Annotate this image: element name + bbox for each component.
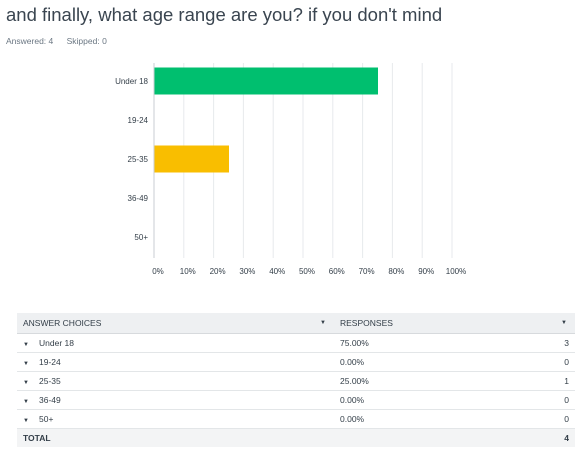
bar-25-35[interactable] (154, 145, 230, 173)
expand-caret-icon[interactable]: ▼ (23, 361, 29, 367)
sort-caret-icon: ▼ (561, 320, 567, 326)
x-tick-label: 90% (418, 267, 434, 276)
skipped-count: Skipped: 0 (66, 36, 107, 46)
answer-choice-cell[interactable]: ▼ 25-35 (17, 371, 334, 391)
responses-label: RESPONSES (340, 318, 393, 328)
x-tick-label: 100% (446, 267, 466, 276)
answer-choice-label: 50+ (39, 414, 54, 424)
chart-category-labels: Under 18 19-24 25-35 36-49 50+ (115, 77, 148, 242)
answer-choice-label: 36-49 (39, 395, 61, 405)
response-count: 1 (546, 371, 575, 391)
answer-choices-header[interactable]: ANSWER CHOICES ▼ (17, 313, 334, 334)
total-spacer (334, 428, 546, 447)
expand-caret-icon[interactable]: ▼ (23, 418, 29, 424)
table-header-row: ANSWER CHOICES ▼ RESPONSES ▼ (17, 313, 575, 334)
table-row: ▼ Under 18 75.00% 3 (17, 333, 575, 353)
table-row: ▼ 50+ 0.00% 0 (17, 409, 575, 429)
x-tick-label: 80% (388, 267, 404, 276)
answer-choice-cell[interactable]: ▼ 36-49 (17, 390, 334, 410)
category-label: Under 18 (115, 77, 148, 86)
answer-choice-label: 25-35 (39, 376, 61, 386)
answer-table: ANSWER CHOICES ▼ RESPONSES ▼ ▼ Under 18 75… (17, 313, 575, 447)
bar-under-18[interactable] (154, 67, 379, 95)
response-percent: 0.00% (334, 409, 546, 429)
answered-count: Answered: 4 (6, 36, 54, 46)
responses-header[interactable]: RESPONSES ▼ (334, 313, 575, 334)
answer-choice-cell[interactable]: ▼ Under 18 (17, 333, 334, 353)
x-tick-label: 30% (239, 267, 255, 276)
total-count: 4 (546, 428, 575, 447)
response-count: 0 (546, 352, 575, 372)
expand-caret-icon[interactable]: ▼ (23, 342, 29, 348)
x-tick-label: 70% (359, 267, 375, 276)
category-label: 36-49 (128, 194, 149, 203)
category-label: 25-35 (128, 155, 149, 164)
expand-caret-icon[interactable]: ▼ (23, 380, 29, 386)
total-label: TOTAL (17, 428, 334, 447)
category-label: 50+ (134, 233, 148, 242)
answer-choice-cell[interactable]: ▼ 50+ (17, 409, 334, 429)
response-stats: Answered: 4 Skipped: 0 (6, 36, 118, 46)
answer-choices-label: ANSWER CHOICES (23, 318, 102, 328)
response-percent: 0.00% (334, 352, 546, 372)
response-percent: 0.00% (334, 390, 546, 410)
question-title: and finally, what age range are you? if … (6, 4, 443, 25)
response-count: 0 (546, 409, 575, 429)
answer-choice-label: Under 18 (39, 338, 74, 348)
category-label: 19-24 (128, 116, 149, 125)
response-percent: 75.00% (334, 333, 546, 353)
expand-caret-icon[interactable]: ▼ (23, 399, 29, 405)
x-tick-label: 50% (299, 267, 315, 276)
table-row: ▼ 25-35 25.00% 1 (17, 371, 575, 391)
chart-x-tick-labels: 0% 10% 20% 30% 40% 50% 60% 70% 80% 90% 100% (152, 267, 466, 276)
sort-caret-icon: ▼ (320, 320, 326, 326)
table-row: ▼ 36-49 0.00% 0 (17, 390, 575, 410)
total-row: TOTAL 4 (17, 428, 575, 447)
response-count: 3 (546, 333, 575, 353)
response-percent: 25.00% (334, 371, 546, 391)
table-row: ▼ 19-24 0.00% 0 (17, 352, 575, 372)
chart-bars (154, 67, 379, 173)
bar-chart: Under 18 19-24 25-35 36-49 50+ 0% 10% 20% 30% 40… (115, 63, 466, 276)
x-tick-label: 40% (269, 267, 285, 276)
x-tick-label: 10% (180, 267, 196, 276)
answer-choice-cell[interactable]: ▼ 19-24 (17, 352, 334, 372)
chart-grid (153, 63, 453, 258)
x-tick-label: 20% (210, 267, 226, 276)
answer-choice-label: 19-24 (39, 357, 61, 367)
x-tick-label: 60% (329, 267, 345, 276)
response-count: 0 (546, 390, 575, 410)
x-tick-label: 0% (152, 267, 164, 276)
